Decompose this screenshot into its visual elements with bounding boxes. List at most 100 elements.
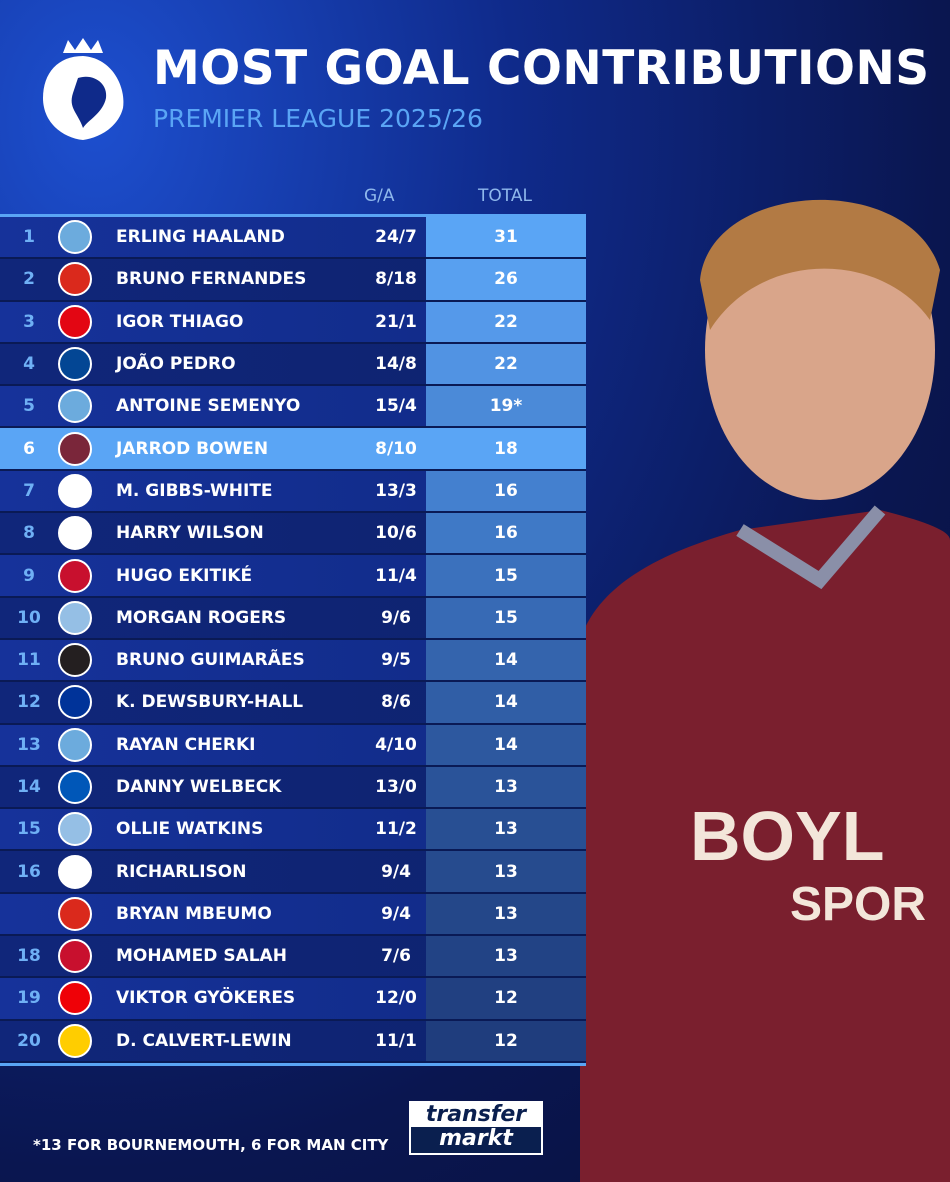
transfermarkt-logo: transfer markt: [409, 1101, 543, 1155]
player-name: OLLIE WATKINS: [116, 819, 264, 840]
total: 13: [426, 809, 586, 850]
goals-assists: 4/10: [375, 734, 417, 755]
player-name: MOHAMED SALAH: [116, 946, 287, 967]
player-name: BRUNO FERNANDES: [116, 269, 307, 290]
club-badge-icon: [58, 473, 92, 508]
table-row: 1 ERLING HAALAND 24/7 31: [0, 217, 586, 260]
rank: 5: [23, 396, 35, 417]
total: 12: [426, 1020, 586, 1061]
total: 14: [426, 639, 586, 681]
total: 15: [426, 555, 586, 596]
table-row: 13 RAYAN CHERKI 4/10 14: [0, 724, 586, 767]
total: 14: [426, 682, 586, 723]
table-row: 11 BRUNO GUIMARÃES 9/5 14: [0, 639, 586, 683]
goals-assists: 13/0: [375, 777, 417, 797]
club-badge-icon: [58, 516, 92, 551]
player-name: BRYAN MBEUMO: [116, 903, 272, 924]
total: 16: [426, 470, 586, 512]
club-badge-icon: [58, 896, 92, 931]
table-row: 3 IGOR THIAGO 21/1 22: [0, 301, 586, 344]
goals-assists: 9/5: [381, 650, 411, 671]
total: 26: [426, 259, 586, 300]
goals-assists: 13/3: [375, 480, 417, 501]
club-badge-icon: [58, 812, 92, 847]
goals-assists: 11/1: [375, 1030, 417, 1051]
rank: 8: [23, 523, 35, 544]
rank: 15: [17, 819, 41, 840]
player-name: M. GIBBS-WHITE: [116, 480, 273, 501]
goals-assists: 8/18: [375, 269, 417, 290]
table-row: 2 BRUNO FERNANDES 8/18 26: [0, 259, 586, 302]
player-name: BRUNO GUIMARÃES: [116, 650, 305, 671]
player-name: RAYAN CHERKI: [116, 734, 256, 755]
goals-assists: 9/6: [381, 607, 411, 628]
rank: 10: [17, 607, 41, 628]
total: 16: [426, 513, 586, 554]
rank: 18: [17, 946, 41, 967]
svg-text:SPOR: SPOR: [790, 878, 926, 931]
player-name: VIKTOR GYÖKERES: [116, 988, 296, 1009]
club-badge-icon: [58, 1023, 92, 1058]
goals-assists: 7/6: [381, 946, 411, 967]
player-name: DANNY WELBECK: [116, 777, 282, 797]
table-row: 7 M. GIBBS-WHITE 13/3 16: [0, 470, 586, 514]
club-badge-icon: [58, 304, 92, 339]
rank: 20: [17, 1030, 41, 1051]
total: 22: [426, 343, 586, 385]
rank: 7: [23, 480, 35, 501]
club-badge-icon: [58, 643, 92, 678]
player-name: RICHARLISON: [116, 861, 247, 882]
club-badge-icon: [58, 431, 92, 466]
goals-assists: 10/6: [375, 523, 417, 544]
rank: 12: [17, 692, 41, 713]
player-name: HUGO EKITIKÉ: [116, 565, 253, 586]
goals-assists: 24/7: [375, 227, 417, 248]
player-name: IGOR THIAGO: [116, 311, 244, 332]
total: 14: [426, 724, 586, 765]
premier-league-lion-logo: [43, 38, 124, 140]
rank: 16: [17, 861, 41, 882]
club-badge-icon: [58, 854, 92, 889]
rank: 19: [17, 988, 41, 1009]
club-badge-icon: [58, 981, 92, 1016]
rankings-table: 1 ERLING HAALAND 24/7 31 2 BRUNO FERNANDE…: [0, 214, 586, 1066]
total: 13: [426, 936, 586, 977]
table-row: 9 HUGO EKITIKÉ 11/4 15: [0, 555, 586, 598]
club-badge-icon: [58, 389, 92, 424]
table-row: 18 MOHAMED SALAH 7/6 13: [0, 936, 586, 979]
page-title: MOST GOAL CONTRIBUTIONS: [153, 41, 930, 96]
club-badge-icon: [58, 685, 92, 720]
player-name: K. DEWSBURY-HALL: [116, 692, 304, 713]
total: 13: [426, 766, 586, 808]
rank: 2: [23, 269, 35, 290]
player-name: MORGAN ROGERS: [116, 607, 287, 628]
table-row: 5 ANTOINE SEMENYO 15/4 19*: [0, 386, 586, 429]
rank: 13: [17, 734, 41, 755]
rank: 9: [23, 565, 35, 586]
goals-assists: 9/4: [381, 903, 411, 924]
rank: 1: [23, 227, 35, 248]
rank: 6: [23, 438, 35, 459]
club-badge-icon: [58, 727, 92, 762]
player-name: ANTOINE SEMENYO: [116, 396, 301, 417]
goals-assists: 11/2: [375, 819, 417, 840]
club-badge-icon: [58, 347, 92, 382]
player-name: HARRY WILSON: [116, 523, 264, 544]
goals-assists: 8/10: [375, 438, 417, 459]
total: 19*: [426, 386, 586, 427]
table-row: 10 MORGAN ROGERS 9/6 15: [0, 597, 586, 640]
table-row: 6 JARROD BOWEN 8/10 18: [0, 428, 586, 471]
table-row: 8 HARRY WILSON 10/6 16: [0, 513, 586, 556]
total: 31: [426, 217, 586, 258]
goals-assists: 11/4: [375, 565, 417, 586]
goals-assists: 9/4: [381, 861, 411, 882]
total: 13: [426, 893, 586, 935]
table-row: 12 K. DEWSBURY-HALL 8/6 14: [0, 682, 586, 725]
table-row: BRYAN MBEUMO 9/4 13: [0, 893, 586, 937]
total: 15: [426, 597, 586, 638]
club-badge-icon: [58, 262, 92, 297]
club-badge-icon: [58, 939, 92, 974]
brand-line-1: transfer: [425, 1102, 527, 1127]
goals-assists: 12/0: [375, 988, 417, 1009]
club-badge-icon: [58, 600, 92, 635]
